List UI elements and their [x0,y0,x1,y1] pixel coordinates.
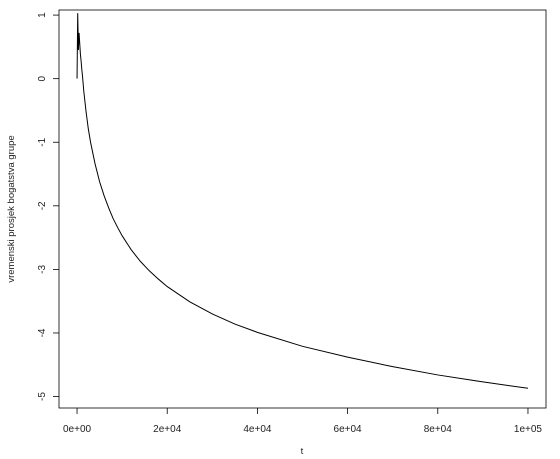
y-tick-label: -3 [37,265,48,274]
plot-frame [58,9,547,409]
x-tick-label: 8e+04 [424,424,453,435]
x-axis-title: t [301,446,304,457]
x-tick-label: 4e+04 [243,424,272,435]
x-tick-label: 6e+04 [334,424,363,435]
y-tick-label: 0 [37,75,48,81]
y-axis: -5 -4 -3 -2 -1 0 1 [37,12,59,401]
x-tick-label: 2e+04 [153,424,182,435]
x-tick-label: 1e+05 [514,424,543,435]
y-tick-label: -2 [37,201,48,210]
y-tick-label: -5 [37,392,48,401]
y-tick-label: -1 [37,137,48,146]
series-line [76,13,529,389]
y-tick-label: 1 [37,12,48,18]
y-axis-title: vremenski prosjek bogatstva grupe [6,135,17,282]
x-axis: 0e+00 2e+04 4e+04 6e+04 8e+04 1e+05 [63,408,542,435]
x-tick-label: 0e+00 [63,424,92,435]
y-tick-label: -4 [37,328,48,337]
